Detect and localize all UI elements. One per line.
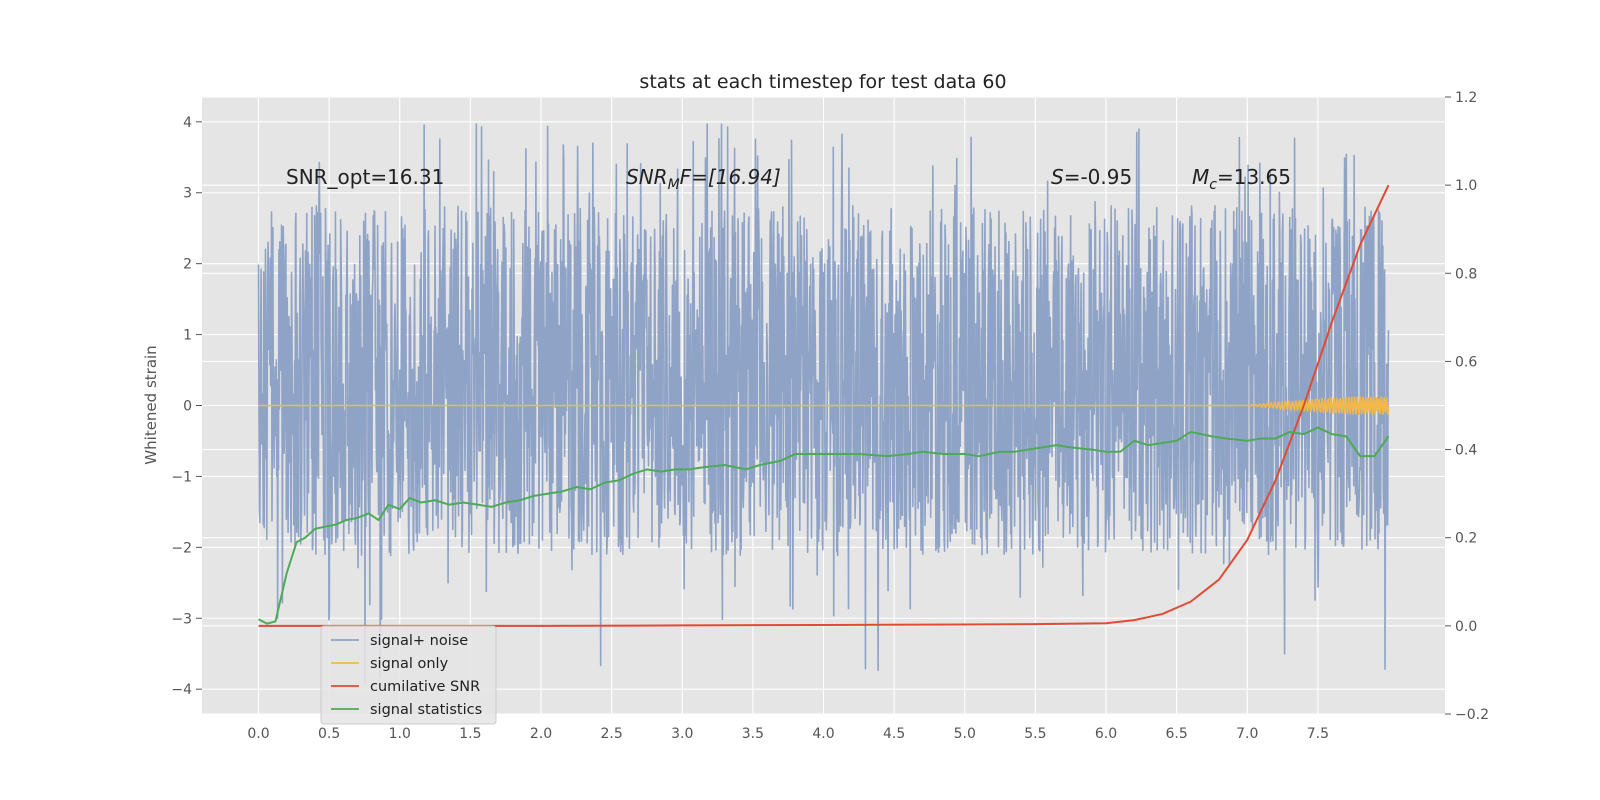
y2-tick-label: 0.8 [1455, 266, 1477, 282]
y-tick-label: −4 [171, 682, 192, 698]
x-tick-label: 0.0 [247, 726, 269, 742]
x-tick-label: 6.0 [1095, 726, 1117, 742]
mc-sub: c [1209, 177, 1217, 193]
x-tick-label: 4.5 [883, 726, 905, 742]
y-tick-label: −3 [171, 611, 192, 627]
annotation-snr-mf: SNRMF=[16.94] [626, 165, 781, 193]
y-axis-title: Whitened strain [142, 345, 160, 464]
legend-item-signal-noise: signal+ noise [331, 633, 468, 649]
cumulative-snr-line [258, 184, 1390, 627]
y-tick-label: 3 [183, 186, 192, 202]
series-layer [258, 184, 1390, 627]
y2-tick-label: −0.2 [1455, 707, 1489, 723]
signal-plus-noise-series [257, 123, 1390, 685]
chart-title: stats at each timestep for test data 60 [639, 71, 1006, 93]
annotation-s: S=-0.95 [1051, 165, 1132, 189]
legend-label: signal only [370, 656, 449, 672]
y2-tick-label: 0.2 [1455, 531, 1477, 547]
x-tick-label: 6.5 [1165, 726, 1187, 742]
snr-mf-main: SNR [626, 165, 668, 189]
s-value: =-0.95 [1064, 165, 1133, 189]
mc-main: M [1192, 165, 1209, 189]
y-tick-label: −1 [171, 469, 192, 485]
x-tick-label: 2.0 [530, 726, 552, 742]
y2-tick-label: 1.2 [1455, 90, 1477, 106]
y2-tick-label: 1.0 [1455, 178, 1477, 194]
x-tick-label: 7.0 [1236, 726, 1258, 742]
x-tick-label: 5.0 [954, 726, 976, 742]
annotation-mc: Mc=13.65 [1192, 165, 1291, 193]
axes-layer: 0.0 0.5 1.0 1.5 2.0 2.5 3.0 3.5 4.0 4.5 5.0 5.5 6.0 6… [171, 90, 1489, 742]
signal-statistics-line [258, 426, 1390, 625]
legend-label: signal statistics [370, 702, 482, 718]
x-tick-label: 5.5 [1024, 726, 1046, 742]
snr-mf-rest: F=[16.94] [680, 165, 781, 189]
annotation-snr-opt: SNR_opt=16.31 [286, 165, 444, 189]
legend-label: signal+ noise [370, 633, 468, 649]
legend: signal+ noise signal only cumilative SNR… [320, 625, 497, 725]
s-italic: S [1051, 165, 1064, 189]
x-tick-label: 1.5 [459, 726, 481, 742]
snr-mf-sub: M [668, 177, 680, 193]
legend-label: cumilative SNR [370, 679, 480, 695]
x-tick-label: 7.5 [1307, 726, 1329, 742]
y2-tick-label: 0.6 [1455, 354, 1477, 370]
x-tick-label: 0.5 [318, 726, 340, 742]
signal-only-line [258, 395, 1390, 415]
x-tick-label: 2.5 [600, 726, 622, 742]
legend-item-signal-statistics: signal statistics [331, 702, 482, 718]
x-tick-label: 1.0 [389, 726, 411, 742]
y-tick-label: 1 [183, 328, 192, 344]
legend-item-cumulative-snr: cumilative SNR [331, 679, 480, 695]
x-tick-label: 3.0 [671, 726, 693, 742]
x-tick-label: 3.5 [742, 726, 764, 742]
signal-plus-noise-line [257, 123, 1390, 685]
mc-value: =13.65 [1217, 165, 1291, 189]
y-tick-label: 2 [183, 257, 192, 273]
y-tick-label: 4 [183, 115, 192, 131]
y2-tick-label: 0.0 [1455, 619, 1477, 635]
y-tick-label: −2 [171, 540, 192, 556]
y-tick-label: 0 [183, 399, 192, 415]
legend-box [320, 625, 497, 725]
y2-tick-label: 0.4 [1455, 443, 1477, 459]
legend-item-signal-only: signal only [331, 656, 449, 672]
x-tick-label: 4.0 [812, 726, 834, 742]
